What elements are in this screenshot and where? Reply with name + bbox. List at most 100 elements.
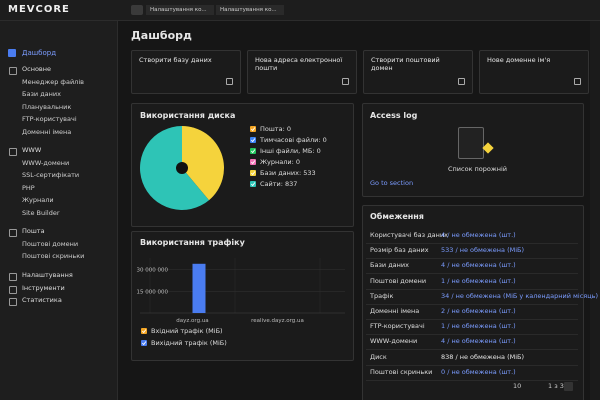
- limit-value: 4 / не обмежена (шт.): [441, 231, 516, 239]
- checkbox: [250, 181, 256, 187]
- limit-name: Диск: [370, 352, 387, 361]
- row-divider: [366, 288, 578, 290]
- check-mark: [141, 329, 147, 334]
- limit-name: Бази даних: [370, 261, 409, 270]
- legend-label: Вхідний трафік (МіБ): [151, 327, 223, 335]
- nav-item[interactable]: Журнали: [22, 196, 54, 205]
- action-label: Нова адреса електронної пошти: [255, 56, 343, 72]
- row-divider: [366, 349, 578, 351]
- card-title: Використання трафіку: [140, 238, 245, 247]
- action-card[interactable]: [363, 50, 473, 94]
- nav-item-active[interactable]: Дашборд: [22, 49, 57, 57]
- x-tick-label: realive.dayz.org.ua: [251, 318, 304, 324]
- row-divider: [366, 273, 578, 275]
- checkbox: [141, 328, 147, 334]
- tab[interactable]: Налаштування ко...: [146, 5, 214, 15]
- limit-value: 0 / не обмежена (шт.): [441, 367, 516, 376]
- nav-item[interactable]: Поштові скриньки: [22, 252, 85, 261]
- legend-label: Інші файли, МБ: 0: [260, 147, 321, 155]
- action-card[interactable]: [131, 50, 241, 94]
- limit-value: 34 / не обмежена (МіБ у календарний міся…: [441, 291, 599, 300]
- check-mark: [250, 127, 256, 132]
- nav-section[interactable]: Статистика: [22, 296, 62, 305]
- limit-name: Трафік: [370, 291, 394, 300]
- limit-name: Розмір баз даних: [370, 246, 429, 255]
- action-icon: [458, 78, 465, 85]
- action-card[interactable]: [479, 50, 589, 94]
- sidebar: [0, 21, 118, 400]
- row-divider: [366, 243, 578, 244]
- active-icon: [8, 49, 16, 57]
- legend-label: Сайти: 837: [260, 180, 297, 188]
- nav-item[interactable]: Бази даних: [22, 90, 61, 99]
- nav-section[interactable]: Інструменти: [22, 283, 65, 292]
- nav-item[interactable]: Доменні імена: [22, 127, 72, 136]
- action-card[interactable]: [247, 50, 357, 94]
- card-title: Використання диска: [140, 111, 236, 120]
- checkbox: [250, 170, 256, 176]
- action-icon: [226, 78, 233, 85]
- pie-slice: [140, 126, 209, 210]
- limit-name: Поштові домени: [370, 276, 427, 285]
- limit-value: 1 / не обмежена (шт.): [441, 322, 516, 331]
- nav-section[interactable]: Налаштування: [22, 270, 73, 279]
- bar: [192, 263, 206, 313]
- section-icon: [9, 298, 17, 307]
- legend-label: Пошта: 0: [260, 125, 291, 133]
- nav-item[interactable]: Поштові домени: [22, 240, 79, 248]
- action-icon: [574, 78, 581, 85]
- checkbox: [250, 148, 256, 154]
- row-divider: [366, 258, 578, 260]
- row-divider: [366, 303, 578, 305]
- limit-name: Доменні імена: [370, 307, 420, 315]
- section-icon: [9, 272, 17, 281]
- nav-item[interactable]: Планувальник: [22, 102, 72, 111]
- nav-item[interactable]: WWW-домени: [22, 159, 70, 167]
- limit-name: FTP-користувачі: [370, 322, 425, 331]
- check-mark: [250, 182, 256, 187]
- scrollbar: [590, 21, 600, 400]
- limit-name: WWW-домени: [370, 337, 418, 346]
- section-icon: [9, 148, 17, 156]
- page-info: 1 з 3: [548, 382, 564, 390]
- logo: MEVCORE: [8, 4, 70, 15]
- page-size[interactable]: 10: [513, 382, 522, 390]
- row-divider: [366, 319, 578, 320]
- row-divider: [366, 379, 578, 381]
- nav-item[interactable]: Менеджер файлів: [22, 78, 84, 86]
- nav-item[interactable]: PHP: [22, 183, 35, 192]
- row-divider: [366, 364, 578, 366]
- checkbox: [250, 126, 256, 132]
- check-mark: [250, 171, 256, 176]
- limit-value: 838 / не обмежена (МіБ): [441, 352, 525, 361]
- action-label: Нове доменне ім'я: [487, 56, 551, 64]
- nav-section[interactable]: WWW: [22, 146, 42, 154]
- nav-item[interactable]: Site Builder: [22, 208, 60, 217]
- tab[interactable]: Налаштування ко...: [216, 5, 284, 15]
- legend-label: Бази даних: 533: [260, 169, 316, 177]
- next-page[interactable]: [564, 382, 573, 391]
- check-mark: [250, 138, 256, 143]
- section-icon: [9, 229, 17, 237]
- nav-item[interactable]: SSL-сертифікати: [22, 171, 80, 180]
- y-tick-label: 15 000 000: [137, 289, 169, 295]
- limit-value: 4 / не обмежена (шт.): [441, 261, 516, 270]
- x-tick-label: dayz.org.ua: [176, 318, 208, 324]
- tab-icon[interactable]: [131, 5, 143, 15]
- nav-section[interactable]: Пошта: [22, 227, 45, 235]
- section-icon: [9, 285, 17, 294]
- check-mark: [141, 341, 147, 346]
- section-icon: [9, 67, 17, 75]
- legend-label: Тимчасові файли: 0: [259, 136, 327, 144]
- nav-section[interactable]: Основне: [22, 65, 51, 73]
- pie-hole: [176, 162, 188, 174]
- checkbox: [141, 340, 147, 346]
- legend-label: Журнали: 0: [260, 158, 300, 166]
- limits-card: [362, 205, 584, 400]
- limit-value: 1 / не обмежена (шт.): [441, 276, 516, 285]
- limit-name: Поштові скриньки: [370, 367, 433, 376]
- link[interactable]: Go to section: [370, 179, 414, 187]
- nav-item[interactable]: FTP-користувачі: [22, 115, 77, 124]
